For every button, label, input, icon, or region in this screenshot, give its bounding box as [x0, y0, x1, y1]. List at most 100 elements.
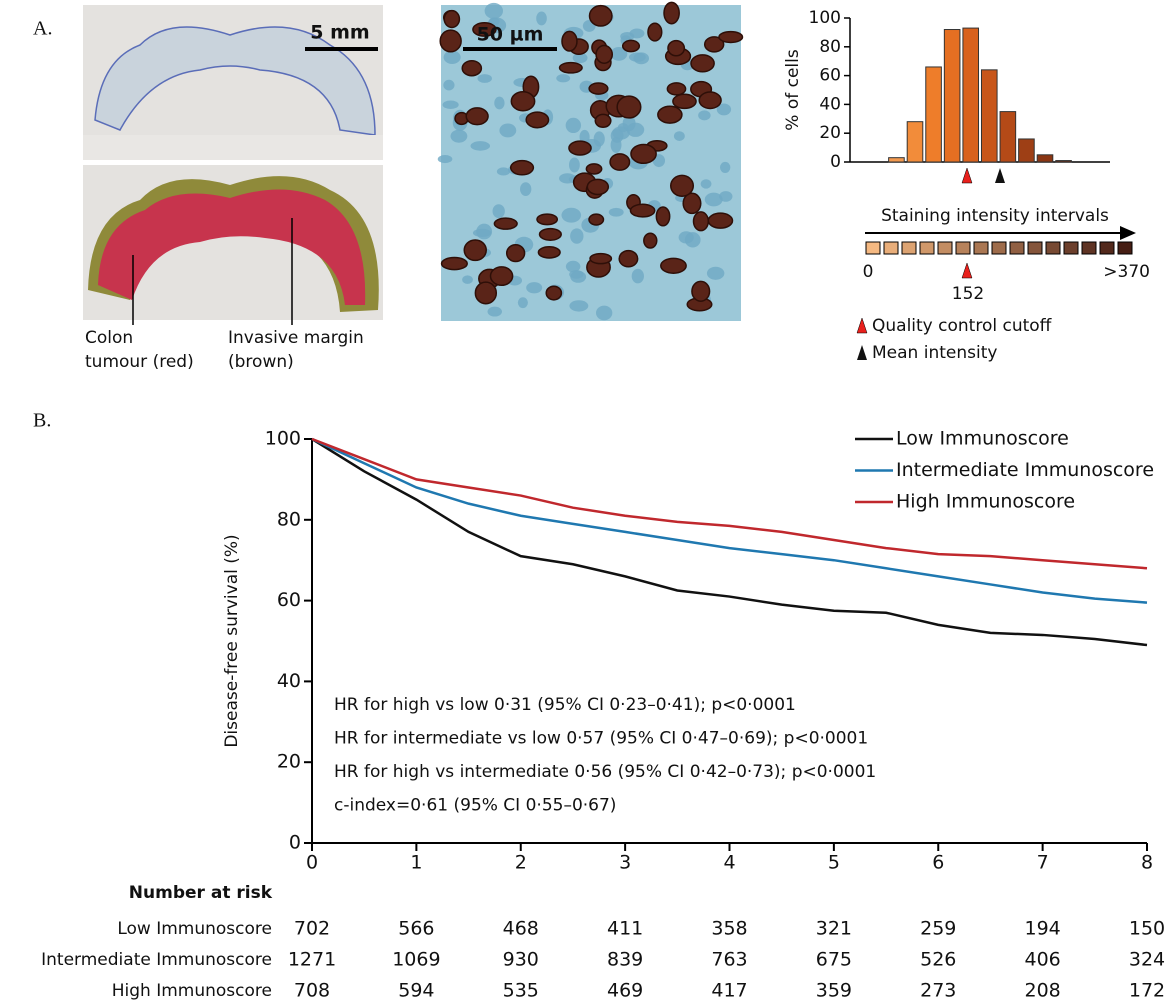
risk-value: 359 — [816, 980, 852, 1002]
nucleus — [437, 155, 453, 164]
tumour — [98, 189, 366, 305]
image-label: tumour (red) — [85, 352, 194, 372]
nucleus — [556, 74, 571, 83]
stained-cell — [589, 252, 613, 265]
nucleus — [565, 117, 582, 134]
risk-value: 469 — [607, 980, 643, 1002]
stained-cell — [643, 232, 658, 249]
stained-cell — [588, 213, 605, 226]
nucleus — [706, 266, 725, 280]
risk-value: 259 — [920, 918, 956, 940]
nucleus — [517, 297, 528, 309]
risk-value: 194 — [1024, 918, 1060, 940]
stained-cell — [703, 36, 725, 53]
x-tick-label: 5 — [828, 852, 840, 874]
stained-cell — [465, 107, 489, 126]
nucleus — [443, 50, 461, 65]
nucleus — [698, 110, 711, 121]
micro-image — [437, 1, 744, 321]
cutoff-marker — [961, 167, 973, 184]
legend-label: High Immunoscore — [896, 491, 1075, 513]
y-tick-label: 0 — [289, 832, 301, 854]
scale-label: >370 — [1103, 262, 1150, 282]
image-label: (brown) — [228, 352, 294, 372]
y-tick-label: 40 — [277, 670, 301, 692]
scale-square — [1117, 241, 1133, 255]
risk-value: 930 — [503, 949, 539, 971]
nucleus — [631, 268, 644, 284]
bar — [888, 157, 905, 163]
scale-square — [1081, 241, 1097, 255]
stained-cell — [609, 153, 631, 171]
risk-value: 708 — [294, 980, 330, 1002]
risk-title: Number at risk — [129, 883, 273, 903]
risk-value: 1271 — [288, 949, 336, 971]
nucleus — [704, 192, 723, 207]
image-label: Colon — [85, 328, 133, 348]
nucleus — [470, 141, 491, 151]
bar — [962, 27, 980, 163]
stained-cell — [616, 95, 642, 119]
scale-square — [1027, 241, 1043, 255]
scale-square — [937, 241, 953, 255]
bar — [999, 111, 1017, 163]
stained-cell — [585, 163, 603, 175]
tissue — [94, 26, 376, 136]
risk-value: 417 — [711, 980, 747, 1002]
risk-value: 675 — [816, 949, 852, 971]
risk-value: 526 — [920, 949, 956, 971]
stained-cell — [630, 143, 657, 165]
y-tick-label: 80 — [277, 508, 301, 530]
nucleus — [716, 103, 732, 116]
stained-cell — [505, 243, 526, 263]
stained-cell — [561, 30, 578, 52]
y-tick-label: 60 — [819, 66, 841, 86]
legend-label: Quality control cutoff — [872, 316, 1053, 336]
stained-cell — [718, 30, 744, 44]
tissue-image-bottom — [83, 165, 383, 320]
bar — [980, 69, 998, 163]
y-axis-label: % of cells — [783, 49, 803, 131]
scale-square — [901, 241, 917, 255]
stained-cell — [439, 29, 462, 53]
stained-cell — [474, 281, 498, 305]
stained-cell — [493, 217, 518, 230]
stained-cell — [443, 9, 461, 29]
stained-cell — [691, 280, 711, 302]
nucleus — [569, 157, 580, 173]
scale-square — [1045, 241, 1061, 255]
annotation: HR for intermediate vs low 0·57 (95% CI … — [334, 729, 868, 749]
survival-line — [311, 437, 1148, 570]
nucleus — [536, 11, 547, 26]
risk-value: 208 — [1024, 980, 1060, 1002]
stained-cell — [595, 44, 614, 64]
nucleus — [477, 74, 492, 83]
stained-cell — [660, 257, 687, 274]
nucleus — [684, 232, 701, 248]
y-tick-label: 20 — [277, 751, 301, 773]
nucleus — [450, 129, 468, 143]
risk-row-label: Intermediate Immunoscore — [41, 950, 272, 970]
stained-cell — [698, 91, 722, 110]
scale-square — [883, 241, 899, 255]
mean-marker — [995, 168, 1005, 183]
scale-square — [1063, 241, 1079, 255]
stained-cell — [667, 39, 686, 57]
legend-label: Mean intensity — [872, 343, 997, 363]
nucleus — [570, 228, 584, 244]
nucleus — [610, 137, 622, 153]
stained-cell — [655, 206, 671, 227]
nucleus — [476, 223, 493, 240]
tissue-image-top — [83, 5, 383, 160]
scale-square — [973, 241, 989, 255]
scale-squares — [865, 241, 1133, 255]
stained-cell — [545, 285, 563, 301]
stained-cell — [666, 82, 687, 96]
x-tick-label: 1 — [410, 852, 422, 874]
risk-value: 702 — [294, 918, 330, 940]
y-tick-label: 100 — [809, 8, 841, 28]
x-tick-label: 2 — [515, 852, 527, 874]
x-tick-label: 6 — [932, 852, 944, 874]
y-tick-label: 0 — [830, 152, 841, 172]
